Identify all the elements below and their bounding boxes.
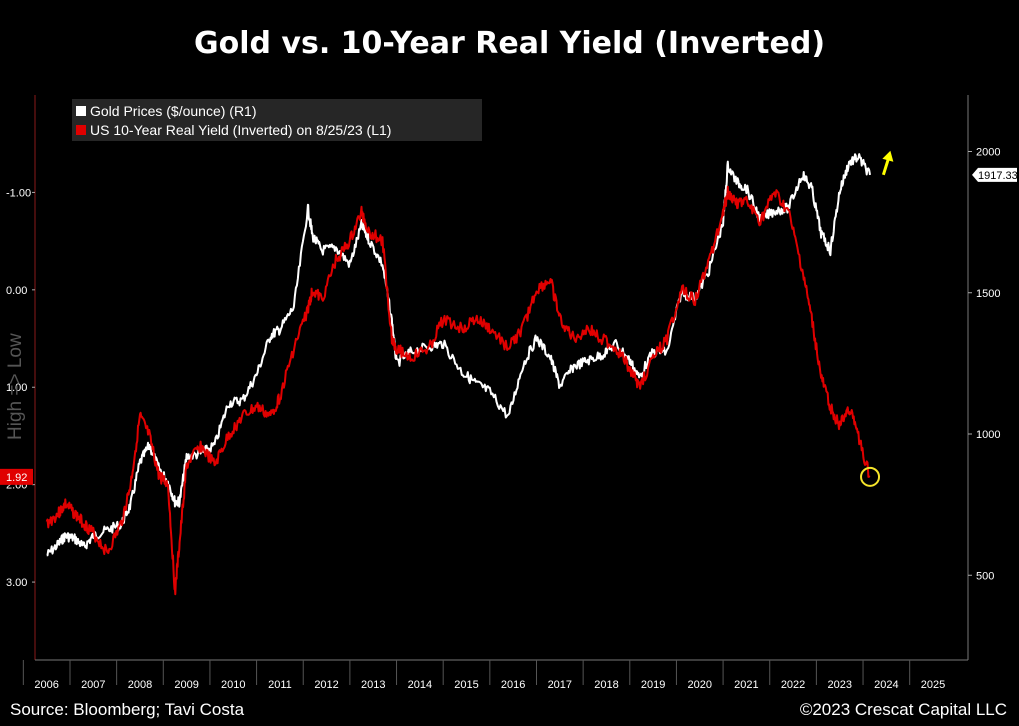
left-tick-label: 0.00 [6, 285, 27, 297]
real-yield-last-value-label: 1.92 [6, 472, 27, 484]
x-tick-label: 2017 [548, 679, 572, 691]
gold-price-line [46, 153, 871, 557]
x-tick-label: 2019 [641, 679, 665, 691]
gold-last-value-tag [972, 167, 1017, 182]
left-axis-label: High => Low [5, 333, 26, 440]
x-tick-label: 2016 [501, 679, 525, 691]
source-note: Source: Bloomberg; Tavi Costa [10, 700, 245, 719]
x-axis: 2006 2007 2008 2009 2010 2011 2012 2013 2014 2015… [22, 660, 945, 691]
x-tick-label: 2023 [827, 679, 851, 691]
x-tick-label: 2008 [128, 679, 152, 691]
real-yield-last-value-tag [0, 468, 33, 485]
x-tick-label: 2009 [174, 679, 198, 691]
real-yield-line [45, 185, 871, 596]
right-axis: 2000 1500 1000 500 [968, 147, 1000, 582]
overlay-layer: 1917.33 1.92 [0, 150, 1018, 487]
left-tick-label: 3.00 [6, 577, 27, 589]
right-tick-label: 1500 [976, 288, 1000, 300]
x-tick-label: 2010 [221, 679, 245, 691]
legend-swatch [76, 106, 86, 116]
legend: Gold Prices ($/ounce) (R1) US 10-Year Rea… [72, 99, 482, 141]
x-tick-label: 2014 [408, 679, 432, 691]
page-title: Gold vs. 10-Year Real Yield (Inverted) [193, 26, 826, 61]
legend-label: US 10-Year Real Yield (Inverted) on 8/25… [90, 122, 391, 138]
x-tick-label: 2022 [781, 679, 805, 691]
right-tick-label: 2000 [976, 147, 1000, 159]
x-tick-label: 2015 [454, 679, 478, 691]
left-tick-label: 1.00 [6, 382, 27, 394]
right-tick-label: 500 [976, 570, 994, 582]
x-tick-label: 2011 [268, 679, 292, 691]
up-arrow-head [882, 150, 894, 162]
right-tick-label: 1000 [976, 429, 1000, 441]
legend-swatch [76, 125, 86, 135]
left-tick-label: -1.00 [6, 187, 31, 199]
x-tick-label: 2007 [81, 679, 105, 691]
legend-box [72, 99, 482, 141]
x-tick-label: 2013 [361, 679, 385, 691]
x-tick-label: 2024 [874, 679, 898, 691]
x-tick-label: 2006 [34, 679, 58, 691]
x-tick-label: 2020 [688, 679, 712, 691]
x-tick-label: 2025 [921, 679, 945, 691]
series-layer [45, 153, 871, 596]
x-tick-label: 2018 [594, 679, 618, 691]
legend-label: Gold Prices ($/ounce) (R1) [90, 103, 257, 119]
up-arrow-icon [881, 158, 890, 176]
chart-frame [34, 95, 969, 661]
x-tick-label: 2012 [314, 679, 338, 691]
highlight-circle [860, 466, 881, 487]
x-tick-label: 2021 [734, 679, 758, 691]
copyright-note: ©2023 Crescat Capital LLC [799, 700, 1007, 719]
gold-last-value-label: 1917.33 [978, 170, 1018, 182]
